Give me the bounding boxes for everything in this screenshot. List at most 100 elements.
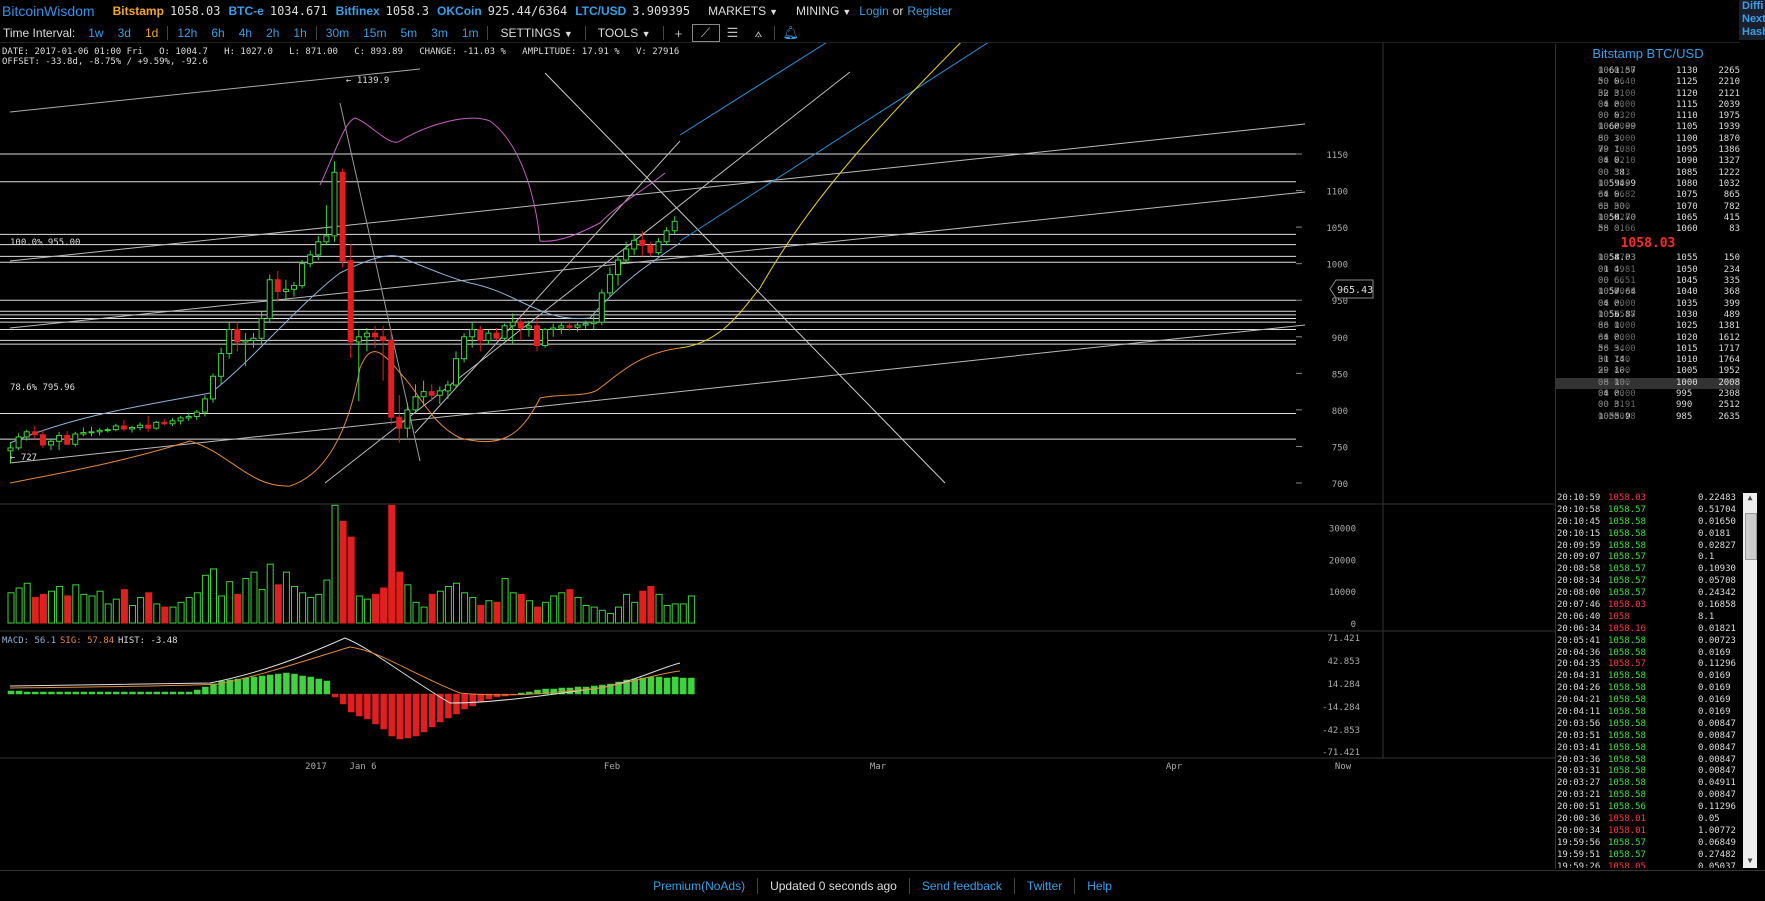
exchange-name[interactable]: Bitfinex [335, 4, 380, 18]
order-book-row[interactable]: 04 00 0. 7210 1090 1327 [1556, 156, 1740, 167]
scroll-up-icon[interactable]: ▲ [1747, 493, 1753, 502]
order-book-row[interactable]: 00 00 0. 2320 1110 1975 [1556, 111, 1740, 122]
crosshair-tool-icon[interactable]: + [674, 25, 683, 41]
volume-bar [80, 593, 88, 624]
order-book-row[interactable]: 1057.64 00 0. 5000 1040 368 [1556, 287, 1740, 298]
scrollbar-thumb[interactable] [1745, 513, 1757, 560]
interval-15m[interactable]: 15m [363, 26, 387, 40]
order-book-row[interactable]: 80 00 3. 7000 1100 1870 [1556, 134, 1740, 145]
order-book-row[interactable]: 1055.9 000 0. 0048 985 2635 [1556, 412, 1740, 423]
order-book-row[interactable]: 63 00 30. 000 1070 782 [1556, 202, 1740, 213]
order-book-row[interactable]: 1061.57 00 0. 0100 1130 2265 [1556, 66, 1740, 77]
help-link[interactable]: Help [1087, 878, 1112, 893]
candle-body [299, 263, 306, 287]
order-book-row[interactable]: 86 00 1. 0000 1025 1381 [1556, 321, 1740, 332]
register-link[interactable]: Register [907, 4, 953, 18]
macd-histogram-bar [590, 685, 598, 695]
recent-trades-list[interactable]: 20:10:59 1058.03 0.22483 20:10:58 1058.57 0.5… [1556, 493, 1740, 868]
line-tool-icon[interactable]: ⟋ [691, 24, 720, 42]
exchange-name[interactable]: LTC/USD [575, 4, 627, 18]
interval-3d[interactable]: 3d [117, 26, 131, 40]
order-book-row[interactable]: 08 00 10. 000 1000 2008 [1556, 377, 1740, 390]
caret-down-icon: ▼ [641, 29, 651, 39]
depth-price-level: 1030 [1676, 309, 1698, 320]
mining-menu[interactable]: MINING ▼ [796, 4, 852, 18]
site-logo[interactable]: BitcoinWisdom [2, 3, 95, 19]
trade-time: 20:08:58 [1557, 564, 1601, 575]
order-book-row[interactable]: 00 00 3. 6191 990 2512 [1556, 400, 1740, 411]
interval-3m[interactable]: 3m [431, 26, 448, 40]
order-book-row[interactable]: 50 00 0. 2640 1125 2210 [1556, 77, 1740, 88]
exchange-name[interactable]: OKCoin [437, 4, 482, 18]
macd-histogram-bar [291, 673, 298, 695]
order-book-row[interactable]: 04 00 0. 5000 995 2308 [1556, 389, 1740, 400]
order-book-row[interactable]: 1060.99 00 0. 5000 1105 1939 [1556, 122, 1740, 133]
macd-histogram-bar [7, 690, 15, 695]
order-price-suffix: 00 [1598, 77, 1609, 88]
order-book-row[interactable]: 00 00 38. 513 1085 1222 [1556, 168, 1740, 179]
tools-dropdown[interactable]: TOOLS ▼ [597, 26, 651, 40]
order-book-row[interactable]: 64 00 0. 2682 1075 865 [1556, 190, 1740, 201]
trade-price: 1058.58 [1608, 742, 1646, 753]
order-book-row[interactable]: 00 00 6. 6651 1045 335 [1556, 276, 1740, 287]
trades-scrollbar[interactable]: ▲ ▼ [1743, 493, 1757, 868]
twitter-link[interactable]: Twitter [1026, 878, 1063, 893]
order-price-suffix: 00 [1598, 264, 1609, 275]
candle-body [647, 244, 654, 254]
login-link[interactable]: Login [859, 4, 889, 18]
markets-menu[interactable]: MARKETS ▼ [708, 4, 779, 18]
interval-1h[interactable]: 1h [293, 26, 307, 40]
interval-30m[interactable]: 30m [325, 26, 350, 40]
horizontal-lines-tool-icon[interactable]: ☰ [726, 25, 739, 40]
order-price-suffix: 00 [1598, 167, 1609, 178]
current-price-tag [1329, 279, 1374, 299]
price-chart[interactable]: 1150 1100 1050 1000 950 900 850 800 750 700 965.4… [0, 43, 1555, 871]
alert-bell-icon[interactable]: 🔔︎ [782, 25, 800, 40]
interval-12h[interactable]: 12h [177, 26, 198, 40]
chart-annotation: ← 1139.9 [346, 76, 389, 86]
exchange-name[interactable]: Bitstamp [112, 4, 164, 18]
order-book-title: Bitstamp BTC/USD [1592, 46, 1704, 61]
interval-5m[interactable]: 5m [400, 26, 418, 40]
order-price-suffix: 00 [1598, 321, 1609, 332]
candle-body [671, 220, 678, 232]
depth-cumulative: 399 [1723, 298, 1740, 309]
volume-bar [444, 585, 452, 624]
order-amount-main: 1. [1614, 145, 1625, 156]
scroll-down-icon[interactable]: ▼ [1747, 856, 1753, 865]
send-feedback-link[interactable]: Send feedback [921, 878, 1002, 893]
interval-4h[interactable]: 4h [238, 26, 253, 40]
current-price-tag-label: 965.43 [1337, 285, 1373, 296]
settings-dropdown[interactable]: SETTINGS ▼ [500, 26, 573, 40]
candle-body [461, 336, 468, 360]
candle-body [347, 260, 354, 343]
interval-1m[interactable]: 1m [461, 26, 479, 40]
trade-row: 20:07:46 1058.03 0.16858 [1556, 600, 1740, 612]
depth-cumulative: 1327 [1718, 156, 1740, 167]
interval-1d[interactable]: 1d [144, 26, 159, 40]
order-book-row[interactable]: 79 00 1. 7080 1095 1386 [1556, 145, 1740, 156]
order-book-row[interactable]: 29 00 10. 490 1005 1952 [1556, 366, 1740, 377]
divider [167, 26, 169, 40]
order-book-row[interactable]: 56 00 3. 9400 1015 1717 [1556, 344, 1740, 355]
order-amount-decimals: 000 [1614, 377, 1631, 388]
premium-link[interactable]: Premium(NoAds) [653, 878, 746, 893]
order-book-row[interactable]: 1058.03 00 4. 1753 1055 150 [1556, 253, 1740, 264]
interval-6h[interactable]: 6h [211, 26, 225, 40]
order-book-row[interactable]: 1058.70 00 0. 1280 1065 415 [1556, 213, 1740, 224]
order-book-row[interactable]: 1056.87 00 3. 7548 1030 489 [1556, 310, 1740, 321]
interval-1w[interactable]: 1w [88, 26, 104, 40]
exchange-name[interactable]: BTC-e [228, 4, 264, 18]
order-book-row[interactable]: 04 00 0. 5000 1035 399 [1556, 299, 1740, 310]
divider [487, 26, 489, 40]
order-book-row[interactable]: 1059.99 00 14. 190 1080 1032 [1556, 179, 1740, 190]
interval-2h[interactable]: 2h [266, 26, 280, 40]
order-book-row[interactable]: 64 00 0. 5000 1020 1612 [1556, 333, 1740, 344]
candle-body [210, 375, 216, 400]
fibonacci-fan-tool-icon[interactable]: ⟑ [754, 25, 763, 40]
order-book-row[interactable]: 04 00 0. 5000 1115 2039 [1556, 100, 1740, 111]
order-book-row[interactable]: 32 00 3. 6100 1120 2121 [1556, 89, 1740, 100]
order-book-row[interactable]: 58 00 0. 0166 1060 83 [1556, 224, 1740, 235]
order-book-row[interactable]: 01 00 4. 6981 1050 234 [1556, 265, 1740, 276]
order-book-row[interactable]: 31 00 14. 760 1010 1764 [1556, 355, 1740, 366]
